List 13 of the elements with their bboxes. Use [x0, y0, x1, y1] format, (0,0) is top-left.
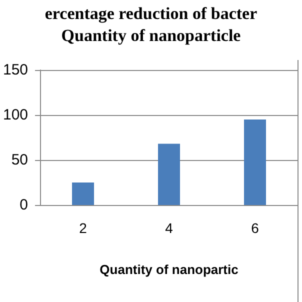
- bar: [72, 182, 94, 205]
- y-tick-label: 150: [2, 62, 28, 78]
- x-axis-title: Quantity of nanopartic: [100, 262, 238, 277]
- bar: [158, 144, 180, 205]
- x-tick-label: 2: [79, 220, 88, 236]
- y-tick-label: 50: [11, 152, 28, 168]
- x-tick-label: 6: [251, 220, 260, 236]
- x-tick-label: 4: [165, 220, 174, 236]
- y-tick-label: 100: [2, 106, 28, 124]
- chart-title: ercentage reduction of bacter: [44, 4, 258, 23]
- chart-subtitle: Quantity of nanoparticle: [61, 26, 242, 45]
- bar: [244, 120, 266, 205]
- y-tick-label: 0: [20, 196, 28, 214]
